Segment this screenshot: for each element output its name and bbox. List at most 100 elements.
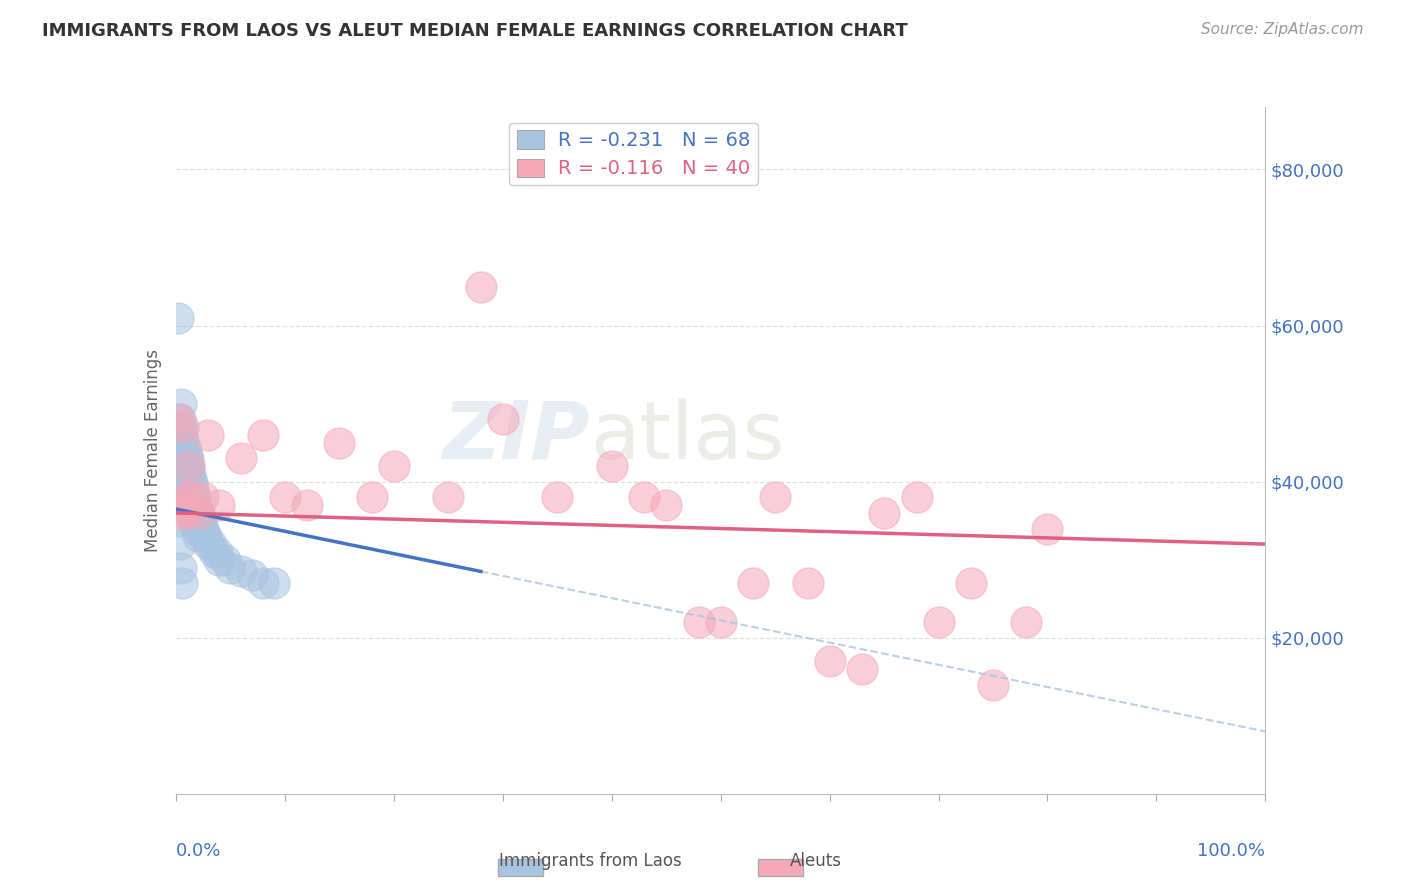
Point bbox=[188, 514, 211, 528]
Point bbox=[177, 451, 200, 466]
Point bbox=[167, 427, 190, 442]
Point bbox=[191, 521, 214, 535]
Point bbox=[197, 427, 219, 442]
Point bbox=[252, 576, 274, 591]
Point bbox=[184, 490, 207, 504]
Point bbox=[172, 443, 194, 458]
Point bbox=[382, 458, 405, 473]
Point bbox=[173, 435, 195, 450]
Point bbox=[194, 529, 217, 543]
Point bbox=[191, 521, 214, 535]
Point bbox=[167, 514, 190, 528]
Point bbox=[202, 545, 225, 559]
Point bbox=[169, 412, 191, 426]
Text: 100.0%: 100.0% bbox=[1198, 842, 1265, 860]
Point bbox=[231, 565, 253, 579]
Point bbox=[905, 490, 928, 504]
Point bbox=[763, 490, 786, 504]
Point bbox=[186, 498, 208, 512]
Point bbox=[600, 458, 623, 473]
Point bbox=[167, 412, 190, 426]
Point bbox=[205, 545, 228, 559]
Point bbox=[186, 506, 209, 520]
Text: Aleuts: Aleuts bbox=[790, 852, 841, 870]
Text: atlas: atlas bbox=[591, 398, 785, 475]
Point bbox=[240, 568, 263, 582]
FancyBboxPatch shape bbox=[498, 858, 543, 876]
Point bbox=[170, 420, 193, 434]
Point bbox=[179, 467, 201, 481]
Point bbox=[1015, 615, 1038, 630]
Point bbox=[193, 529, 215, 543]
Point bbox=[231, 451, 253, 466]
Point bbox=[172, 506, 194, 520]
Point bbox=[928, 615, 950, 630]
Point bbox=[274, 490, 297, 504]
Text: IMMIGRANTS FROM LAOS VS ALEUT MEDIAN FEMALE EARNINGS CORRELATION CHART: IMMIGRANTS FROM LAOS VS ALEUT MEDIAN FEM… bbox=[42, 22, 908, 40]
Text: Source: ZipAtlas.com: Source: ZipAtlas.com bbox=[1201, 22, 1364, 37]
Point bbox=[197, 537, 219, 551]
Point bbox=[181, 490, 204, 504]
Point bbox=[180, 498, 202, 512]
Point bbox=[219, 560, 242, 574]
Point bbox=[470, 279, 492, 293]
Point bbox=[172, 451, 194, 466]
Point bbox=[167, 458, 190, 473]
Point bbox=[181, 498, 204, 512]
Point bbox=[295, 498, 318, 512]
Point bbox=[191, 490, 214, 504]
Point bbox=[328, 435, 350, 450]
Point bbox=[710, 615, 733, 630]
Point bbox=[655, 498, 678, 512]
Point bbox=[214, 552, 236, 567]
Legend: R = -0.231   N = 68, R = -0.116   N = 40: R = -0.231 N = 68, R = -0.116 N = 40 bbox=[509, 123, 758, 186]
Point bbox=[190, 514, 212, 528]
Point bbox=[200, 537, 222, 551]
Point bbox=[167, 310, 190, 325]
Point bbox=[177, 490, 200, 504]
Point bbox=[174, 483, 197, 497]
Point bbox=[187, 506, 209, 520]
Point bbox=[172, 427, 194, 442]
Point bbox=[546, 490, 568, 504]
Point bbox=[186, 521, 208, 535]
Point bbox=[167, 443, 190, 458]
Point bbox=[960, 576, 983, 591]
Point bbox=[172, 420, 194, 434]
Point bbox=[181, 506, 204, 520]
Point bbox=[173, 475, 195, 489]
Text: 0.0%: 0.0% bbox=[176, 842, 221, 860]
Point bbox=[169, 498, 191, 512]
Point bbox=[172, 483, 194, 497]
FancyBboxPatch shape bbox=[758, 858, 803, 876]
Point bbox=[252, 427, 274, 442]
Point bbox=[186, 506, 209, 520]
Point bbox=[208, 498, 231, 512]
Point bbox=[169, 475, 191, 489]
Point bbox=[181, 475, 204, 489]
Point bbox=[981, 678, 1004, 692]
Point bbox=[360, 490, 382, 504]
Point bbox=[172, 576, 194, 591]
Point bbox=[170, 396, 193, 410]
Point bbox=[177, 467, 200, 481]
Point bbox=[195, 529, 218, 543]
Point bbox=[186, 529, 209, 543]
Point bbox=[492, 412, 515, 426]
Point bbox=[437, 490, 460, 504]
Point bbox=[170, 435, 193, 450]
Point bbox=[179, 490, 201, 504]
Point bbox=[169, 537, 191, 551]
Point bbox=[181, 483, 204, 497]
Point bbox=[796, 576, 818, 591]
Point bbox=[173, 451, 195, 466]
Point bbox=[183, 514, 205, 528]
Point bbox=[177, 483, 200, 497]
Point bbox=[1036, 521, 1059, 535]
Point bbox=[263, 576, 285, 591]
Point bbox=[183, 490, 205, 504]
Point bbox=[174, 458, 197, 473]
Point bbox=[170, 560, 193, 574]
Point bbox=[688, 615, 710, 630]
Y-axis label: Median Female Earnings: Median Female Earnings bbox=[143, 349, 162, 552]
